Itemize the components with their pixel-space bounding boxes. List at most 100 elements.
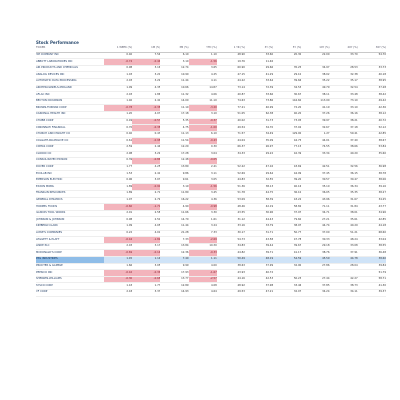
value-cell[interactable]: 1.09 bbox=[104, 85, 133, 93]
value-cell[interactable]: 40.16 bbox=[273, 183, 302, 192]
value-cell[interactable]: 33.10 bbox=[329, 104, 358, 112]
value-cell[interactable]: 22.00 bbox=[301, 52, 330, 60]
value-cell[interactable]: 43.55 bbox=[216, 210, 245, 218]
value-cell[interactable]: 27.44 bbox=[301, 276, 330, 284]
table-row[interactable]: BROWN-FORMAN CORP -0.78 -0.38 11.10 -3.20 77.… bbox=[36, 104, 386, 112]
value-cell[interactable]: 33.46 bbox=[273, 282, 302, 290]
value-cell[interactable]: 62.38 bbox=[244, 111, 274, 119]
value-cell[interactable]: 27.21 bbox=[301, 216, 330, 225]
value-cell[interactable]: 38.42 bbox=[357, 91, 386, 99]
ticker-cell[interactable]: ECOLAB INC bbox=[36, 170, 104, 178]
value-cell[interactable]: 39.44 bbox=[244, 243, 274, 251]
value-cell[interactable]: 16.22 bbox=[160, 197, 189, 205]
value-cell[interactable]: 34.25 bbox=[357, 197, 386, 205]
value-cell[interactable]: 39.84 bbox=[357, 263, 386, 271]
value-cell[interactable]: 33.79 bbox=[244, 223, 274, 231]
value-cell[interactable]: 29.22 bbox=[244, 151, 274, 159]
value-cell[interactable]: 37.45 bbox=[301, 170, 330, 178]
value-cell[interactable] bbox=[329, 157, 358, 165]
value-cell[interactable]: 1.40 bbox=[104, 98, 133, 106]
value-cell[interactable]: 3.29 bbox=[132, 78, 161, 86]
value-cell[interactable]: 31.73 bbox=[244, 118, 274, 126]
value-cell[interactable]: 43.22 bbox=[273, 197, 302, 205]
value-cell[interactable]: 2.50 bbox=[132, 216, 161, 225]
value-cell[interactable]: 33.48 bbox=[329, 91, 358, 99]
value-cell[interactable]: 34.71 bbox=[301, 210, 330, 218]
value-cell[interactable]: 2.03 bbox=[104, 91, 133, 99]
table-row[interactable]: COLGATE-PALMOLIVE CO 0.61 -0.98 11.54 -0.43 4… bbox=[36, 137, 386, 145]
value-cell[interactable]: -0.98 bbox=[188, 203, 217, 211]
value-cell[interactable]: 27.86 bbox=[301, 263, 330, 271]
value-cell[interactable]: 30.96 bbox=[244, 210, 274, 218]
value-cell[interactable]: 129.00 bbox=[273, 131, 302, 139]
value-cell[interactable]: 17.18 bbox=[160, 111, 189, 119]
ticker-cell[interactable]: PROCTER & GAMBLE bbox=[36, 263, 104, 271]
value-cell[interactable]: 2.01 bbox=[104, 210, 133, 218]
table-row[interactable]: MCDONALD'S CORP -0.69 -0.14 12.36 -0.33 44.82… bbox=[36, 249, 386, 257]
table-row[interactable]: SYSCO CORP 1.43 1.77 12.89 4.08 48.92 37.98 33.… bbox=[36, 282, 386, 290]
value-cell[interactable]: 30.33 bbox=[301, 236, 330, 244]
value-cell[interactable]: 38.06 bbox=[357, 177, 386, 185]
value-cell[interactable]: 33.16 bbox=[216, 223, 245, 231]
value-cell[interactable]: 6.10 bbox=[160, 52, 189, 60]
ticker-cell[interactable]: ABBOTT LABORATORIES INC bbox=[36, 58, 104, 66]
column-header[interactable]: 5Y (%) bbox=[273, 46, 302, 53]
value-cell[interactable]: 144.60 bbox=[273, 98, 302, 106]
ticker-cell[interactable]: CHURCH AND DWIGHT CO bbox=[36, 131, 104, 139]
value-cell[interactable]: 31.71 bbox=[244, 230, 274, 238]
value-cell[interactable]: 33.08 bbox=[329, 243, 358, 251]
value-cell[interactable]: 42.51 bbox=[301, 164, 330, 172]
table-row[interactable]: 3M COMPANY INC 0.40 7.54 6.10 1.10 48.90 33.60… bbox=[36, 52, 386, 60]
value-cell[interactable]: 29.64 bbox=[244, 170, 274, 178]
value-cell[interactable]: 11.44 bbox=[160, 78, 189, 86]
value-cell[interactable]: 3.07 bbox=[132, 177, 161, 185]
value-cell[interactable]: 32.55 bbox=[244, 177, 274, 185]
value-cell[interactable]: -0.33 bbox=[188, 249, 217, 257]
ticker-cell[interactable]: HORMEL FOODS bbox=[36, 203, 104, 211]
value-cell[interactable]: 37.00 bbox=[301, 230, 330, 238]
ticker-cell[interactable]: PEPSICO INC bbox=[36, 269, 104, 277]
value-cell[interactable]: -0.36 bbox=[132, 269, 161, 277]
value-cell[interactable]: 60.90 bbox=[216, 65, 245, 73]
value-cell[interactable]: -3.20 bbox=[188, 104, 217, 112]
value-cell[interactable]: 40.29 bbox=[329, 223, 358, 231]
value-cell[interactable]: 11.54 bbox=[160, 137, 189, 145]
value-cell[interactable]: -0.78 bbox=[104, 104, 133, 112]
value-cell[interactable]: 38.11 bbox=[301, 91, 330, 99]
value-cell[interactable]: 72.39 bbox=[244, 85, 274, 93]
value-cell[interactable]: 39.66 bbox=[273, 78, 302, 86]
value-cell[interactable] bbox=[301, 269, 330, 277]
value-cell[interactable]: -0.98 bbox=[132, 137, 161, 145]
value-cell[interactable]: 36.34 bbox=[329, 183, 358, 192]
value-cell[interactable]: 4.07 bbox=[132, 111, 161, 119]
table-row[interactable]: LINDE PLC 2.03 3.17 13.84 10.30 34.83 39.44 39.… bbox=[36, 243, 386, 251]
value-cell[interactable]: 36.15 bbox=[329, 170, 358, 178]
value-cell[interactable]: 41.19 bbox=[301, 104, 330, 112]
value-cell[interactable]: 37.28 bbox=[357, 85, 386, 93]
value-cell[interactable]: 33.73 bbox=[357, 65, 386, 73]
value-cell[interactable]: 3.10 bbox=[160, 58, 189, 66]
value-cell[interactable]: 50.49 bbox=[216, 256, 245, 264]
column-header[interactable]: 30Y (%) bbox=[357, 46, 386, 53]
value-cell[interactable]: 33.64 bbox=[244, 78, 274, 86]
value-cell[interactable]: 40.99 bbox=[244, 104, 274, 112]
value-cell[interactable]: 0.40 bbox=[104, 131, 133, 139]
value-cell[interactable]: 29.18 bbox=[301, 243, 330, 251]
table-row[interactable]: BECTON DICKINSON 1.40 2.40 14.00 11.10 74.63 7… bbox=[36, 98, 386, 106]
value-cell[interactable]: 38.55 bbox=[357, 243, 386, 251]
ticker-cell[interactable]: DOVER CORP bbox=[36, 164, 104, 172]
ticker-cell[interactable]: EXXON MOBIL bbox=[36, 183, 104, 192]
value-cell[interactable]: 1.61 bbox=[188, 216, 217, 225]
column-header[interactable]: 1 WEEK (%) bbox=[104, 46, 133, 53]
value-cell[interactable]: 0.39 bbox=[104, 157, 133, 165]
value-cell[interactable]: 7.33 bbox=[188, 230, 217, 238]
value-cell[interactable]: -0.90 bbox=[132, 183, 161, 192]
table-row[interactable]: AFLAC INC 2.03 1.86 11.32 4.06 40.87 33.66 30.6… bbox=[36, 91, 386, 99]
value-cell[interactable]: 38.21 bbox=[329, 118, 358, 126]
value-cell[interactable]: 14.00 bbox=[160, 98, 189, 106]
value-cell[interactable]: -1.82 bbox=[132, 236, 161, 244]
value-cell[interactable]: -2.57 bbox=[188, 276, 217, 284]
ticker-cell[interactable]: CHUBB CORP bbox=[36, 118, 104, 126]
table-row[interactable]: LOWE'S COMPANIES 0.22 4.01 21.28 7.33 30.17 31… bbox=[36, 230, 386, 238]
value-cell[interactable]: 43.77 bbox=[357, 203, 386, 211]
